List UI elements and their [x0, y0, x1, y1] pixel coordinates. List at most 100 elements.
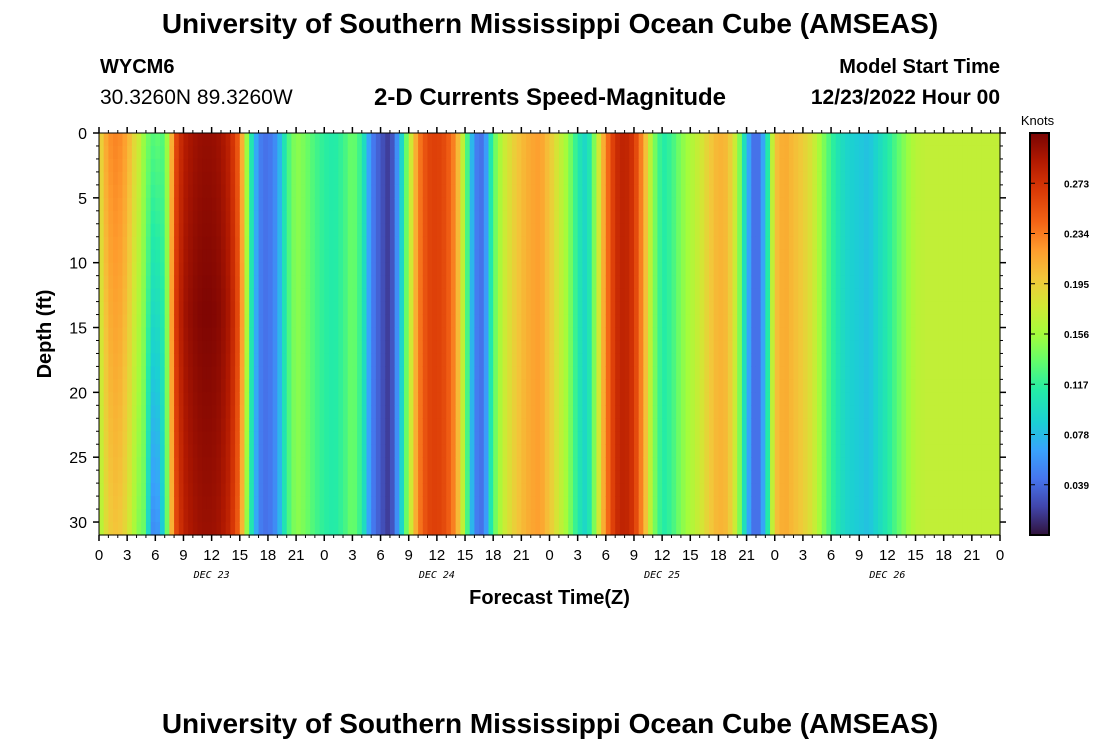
heatmap-cell: [253, 262, 260, 277]
heatmap-cell: [802, 522, 809, 536]
heatmap-cell: [357, 236, 363, 251]
heatmap-cell: [183, 392, 189, 406]
heatmap-cell: [619, 470, 626, 484]
heatmap-cell: [779, 262, 785, 277]
heatmap-cell: [709, 327, 715, 342]
heatmap-cell: [587, 418, 593, 432]
heatmap-cell: [652, 171, 659, 186]
heatmap-cell: [347, 483, 353, 497]
heatmap-cell: [324, 249, 330, 264]
heatmap-cell: [610, 457, 616, 471]
heatmap-cell: [648, 223, 654, 238]
heatmap-cell: [108, 496, 114, 510]
heatmap-cell: [389, 470, 396, 484]
heatmap-cell: [558, 288, 565, 303]
heatmap-cell: [291, 288, 297, 303]
heatmap-cell: [699, 392, 705, 406]
heatmap-cell: [526, 197, 532, 212]
heatmap-cell: [558, 379, 565, 393]
heatmap-cell: [770, 171, 776, 186]
heatmap-cell: [521, 184, 527, 199]
heatmap-cell: [418, 171, 424, 186]
heatmap-cell: [160, 366, 166, 380]
heatmap-cell: [375, 262, 382, 277]
heatmap-cell: [206, 210, 213, 225]
heatmap-cell: [206, 496, 213, 510]
heatmap-cell: [441, 236, 447, 251]
heatmap-cell: [465, 522, 471, 536]
heatmap-cell: [253, 483, 260, 497]
heatmap-cell: [497, 275, 504, 290]
heatmap-cell: [178, 483, 185, 497]
heatmap-cell: [765, 470, 771, 484]
heatmap-cell: [802, 301, 809, 316]
heatmap-cell: [479, 379, 485, 393]
heatmap-cell: [648, 184, 654, 199]
heatmap-cell: [244, 405, 250, 419]
heatmap-cell: [319, 210, 325, 225]
heatmap-cell: [521, 210, 527, 225]
heatmap-cell: [526, 249, 532, 264]
heatmap-cell: [601, 470, 607, 484]
heatmap-cell: [582, 392, 588, 406]
heatmap-cell: [404, 314, 410, 329]
heatmap-cell: [244, 314, 250, 329]
heatmap-cell: [741, 327, 748, 342]
heatmap-cell: [770, 444, 776, 458]
heatmap-cell: [347, 145, 353, 160]
heatmap-cell: [469, 496, 476, 510]
heatmap-cell: [760, 133, 766, 147]
heatmap-cell: [751, 522, 757, 536]
heatmap-cell: [258, 171, 264, 186]
heatmap-cell: [582, 288, 588, 303]
heatmap-cell: [671, 275, 677, 290]
heatmap-cell: [587, 431, 593, 445]
heatmap-cell: [357, 418, 363, 432]
heatmap-cell: [239, 288, 246, 303]
heatmap-cell: [699, 223, 705, 238]
heatmap-cell: [408, 340, 415, 355]
heatmap-cell: [746, 379, 752, 393]
heatmap-cell: [521, 327, 527, 342]
heatmap-cell: [305, 145, 311, 160]
heatmap-cell: [845, 327, 851, 342]
heatmap-cell: [619, 366, 626, 380]
heatmap-cell: [694, 457, 701, 471]
heatmap-cell: [479, 353, 485, 368]
heatmap-cell: [765, 418, 771, 432]
heatmap-cell: [286, 457, 292, 471]
heatmap-cell: [347, 171, 353, 186]
heatmap-cell: [296, 288, 302, 303]
heatmap-cell: [812, 145, 818, 160]
heatmap-cell: [455, 379, 461, 393]
heatmap-cell: [582, 470, 588, 484]
heatmap-cell: [249, 457, 255, 471]
heatmap-cell: [145, 158, 152, 173]
heatmap-cell: [793, 236, 799, 251]
heatmap-cell: [300, 418, 307, 432]
heatmap-cell: [174, 184, 180, 199]
heatmap-cell: [352, 470, 358, 484]
heatmap-cell: [802, 275, 809, 290]
heatmap-cell: [282, 340, 288, 355]
heatmap-cell: [558, 236, 565, 251]
heatmap-cell: [587, 145, 593, 160]
heatmap-cell: [432, 262, 438, 277]
heatmap-cell: [455, 340, 461, 355]
heatmap-cell: [160, 431, 166, 445]
heatmap-cell: [629, 262, 635, 277]
heatmap-cell: [774, 444, 781, 458]
heatmap-cell: [530, 470, 537, 484]
heatmap-cell: [450, 457, 457, 471]
heatmap-cell: [723, 366, 729, 380]
heatmap-cell: [150, 210, 156, 225]
heatmap-cell: [680, 133, 687, 147]
heatmap-cell: [131, 353, 138, 368]
heatmap-cell: [343, 405, 349, 419]
heatmap-cell: [253, 171, 260, 186]
heatmap-cell: [666, 379, 673, 393]
heatmap-cell: [357, 158, 363, 173]
heatmap-cell: [291, 431, 297, 445]
heatmap-cell: [619, 133, 626, 147]
heatmap-cell: [141, 133, 147, 147]
